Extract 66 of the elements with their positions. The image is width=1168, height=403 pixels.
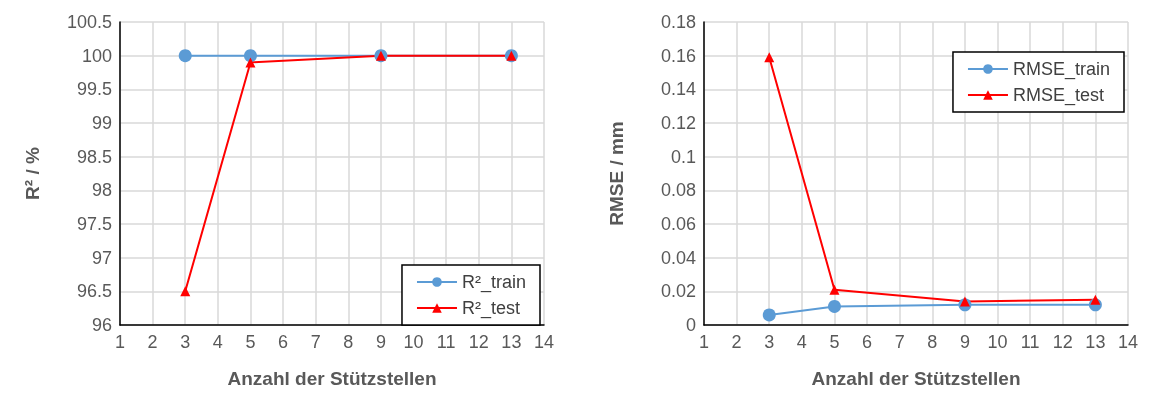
y-tick-label: 0.16 (660, 45, 696, 66)
point (178, 49, 192, 63)
x-tick-label: 6 (862, 332, 873, 352)
y-tick-label: 100 (81, 45, 112, 66)
x-tick-label: 14 (1117, 332, 1139, 352)
x-tick-label: 7 (894, 332, 905, 352)
x-axis-title: Anzahl der Stützstellen (227, 368, 437, 389)
x-tick-label: 3 (764, 332, 775, 352)
y-tick-label: 100.5 (66, 12, 112, 32)
point (243, 49, 257, 63)
y-tick-label: 0.18 (660, 12, 696, 32)
x-tick-label: 9 (959, 332, 970, 352)
x-tick-label: 12 (1052, 332, 1073, 352)
point (180, 286, 191, 297)
x-tick-label: 10 (403, 332, 424, 352)
y-tick-label: 0 (685, 315, 696, 335)
y-tick-label: 0.12 (660, 113, 696, 133)
x-tick-label: 10 (987, 332, 1008, 352)
y-axis-title: R² / % (22, 147, 43, 200)
y-tick-label: 99.5 (76, 79, 112, 100)
x-tick-label: 2 (731, 332, 742, 352)
x-tick-label: 13 (501, 332, 522, 352)
x-tick-label: 9 (375, 332, 386, 352)
y-tick-label: 97.5 (76, 214, 112, 234)
x-tick-label: 5 (829, 332, 840, 352)
x-tick-label: 13 (1085, 332, 1106, 352)
x-tick-label: 6 (278, 332, 289, 352)
point (1090, 294, 1101, 305)
y-tick-label: 0.08 (660, 180, 696, 201)
x-tick-label: 8 (927, 332, 938, 352)
x-tick-label: 11 (436, 332, 456, 352)
x-tick-label: 4 (796, 332, 807, 352)
x-tick-label: 14 (533, 332, 555, 352)
y-tick-label: 0.1 (670, 146, 696, 167)
point (959, 296, 970, 307)
y-tick-label: 0.04 (660, 247, 696, 268)
x-tick-label: 2 (147, 332, 158, 352)
y-tick-label: 97 (91, 247, 112, 268)
x-tick-label: 1 (698, 332, 710, 352)
y-tick-label: 98.5 (76, 146, 112, 167)
legend-label: RMSE_train (1012, 59, 1110, 80)
x-tick-label: 3 (180, 332, 191, 352)
y-tick-label: 96 (91, 315, 112, 335)
y-tick-label: 99 (91, 113, 112, 133)
x-tick-label: 12 (468, 332, 489, 352)
point (827, 299, 841, 313)
y-tick-label: 0.14 (660, 79, 696, 100)
y-tick-label: 96.5 (76, 281, 112, 302)
y-tick-label: 98 (91, 180, 112, 201)
x-tick-label: 11 (1020, 332, 1040, 352)
point (245, 57, 256, 68)
legend-label: RMSE_test (1012, 85, 1104, 106)
point (829, 284, 840, 295)
x-tick-label: 1 (114, 332, 126, 352)
y-tick-label: 0.02 (660, 281, 696, 302)
point (762, 308, 776, 322)
legend-label: R²_train (461, 272, 527, 293)
x-axis-title: Anzahl der Stützstellen (811, 368, 1021, 389)
y-axis-title: RMSE / mm (606, 121, 627, 226)
x-tick-label: 4 (212, 332, 223, 352)
y-tick-label: 0.06 (660, 214, 696, 234)
x-tick-label: 8 (343, 332, 354, 352)
x-tick-label: 7 (310, 332, 321, 352)
legend-label: R²_test (461, 298, 521, 319)
x-tick-label: 5 (245, 332, 256, 352)
point (764, 52, 775, 63)
